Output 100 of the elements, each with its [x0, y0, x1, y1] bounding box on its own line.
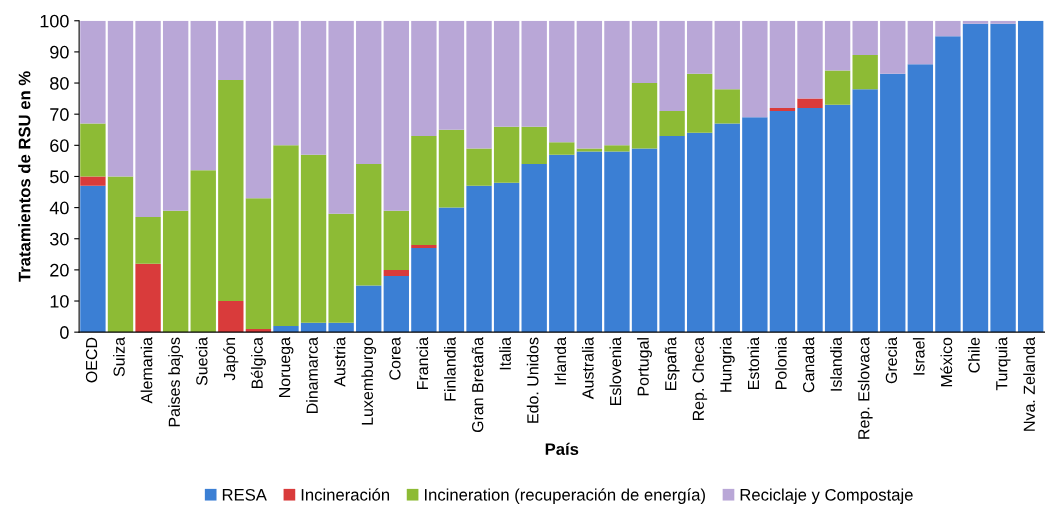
bar — [824, 70, 851, 105]
x-tick-label: Dinamarca — [306, 337, 318, 413]
bar — [356, 164, 382, 286]
bar — [907, 64, 934, 333]
bar — [549, 154, 575, 333]
bar — [300, 322, 327, 333]
x-tick-label: Portugal — [637, 338, 652, 396]
bar — [300, 20, 327, 155]
bar — [714, 20, 740, 90]
x-tick-label: Noruega — [279, 337, 294, 397]
bar — [935, 36, 961, 333]
bar — [218, 79, 244, 302]
legend-label: Incineración — [301, 488, 390, 501]
bar — [521, 164, 547, 333]
bar — [328, 213, 354, 323]
x-tick-label: Nva. Zelanda — [1023, 337, 1035, 431]
x-tick-label: Japón — [223, 338, 239, 381]
bar — [742, 20, 768, 118]
bar — [411, 20, 437, 136]
bar — [687, 73, 713, 133]
bar — [604, 151, 630, 333]
bar — [797, 107, 823, 333]
bar — [659, 20, 685, 112]
bar — [107, 20, 134, 177]
bar — [135, 263, 161, 333]
bar — [383, 269, 409, 277]
bar — [493, 126, 520, 183]
bar — [80, 176, 106, 186]
bar — [162, 210, 189, 333]
y-tick-label: 10 — [50, 294, 69, 308]
bar — [328, 322, 354, 333]
x-tick-label: Italia — [499, 337, 511, 370]
bar — [190, 20, 216, 171]
bar — [80, 20, 106, 124]
bar — [300, 154, 327, 323]
x-tick-label: España — [664, 337, 680, 390]
bar — [273, 20, 299, 146]
bar — [990, 23, 1016, 333]
x-tick-label: Australia — [581, 337, 594, 400]
bar — [549, 142, 575, 155]
bar — [218, 20, 244, 80]
x-axis-title: País — [545, 442, 579, 456]
bar — [328, 20, 354, 214]
x-tick-label: OECD — [85, 337, 98, 383]
y-tick-label: 70 — [50, 108, 69, 121]
bar — [135, 216, 161, 264]
x-tick-label: México — [940, 337, 953, 387]
bar — [797, 20, 823, 99]
bar — [411, 248, 437, 333]
bar — [742, 117, 768, 333]
bar — [438, 20, 465, 130]
bar — [935, 20, 961, 37]
bar — [493, 182, 520, 333]
bar — [769, 107, 796, 112]
bar — [383, 20, 409, 211]
x-tick-label: Corea — [389, 337, 401, 380]
bar — [962, 23, 989, 333]
y-tick-label: 30 — [50, 232, 69, 246]
y-tick-label: 0 — [60, 326, 69, 339]
bar — [135, 20, 161, 217]
legend-label: RESA — [222, 488, 267, 501]
bar — [824, 20, 851, 71]
bar — [245, 20, 272, 199]
x-tick-label: Grecia — [885, 337, 898, 384]
x-tick-label: Chile — [968, 337, 980, 373]
x-tick-label: Suiza — [113, 337, 125, 377]
x-tick-label: Polonia — [774, 337, 787, 389]
bar — [218, 301, 244, 333]
bar — [769, 111, 796, 333]
bar — [962, 20, 989, 24]
bar — [631, 20, 658, 84]
y-tick-label: 40 — [49, 201, 69, 215]
bar — [1017, 20, 1044, 333]
bar — [411, 135, 437, 245]
bar — [466, 185, 492, 333]
bar — [493, 20, 520, 127]
bar — [466, 20, 492, 149]
bar — [880, 73, 906, 333]
x-tick-label: Rep. Eslovaca — [857, 337, 873, 439]
x-tick-label: Turquia — [995, 337, 1011, 391]
bar — [714, 123, 740, 333]
x-tick-label: Edo. Unidos — [526, 337, 539, 423]
bar — [438, 129, 465, 208]
x-tick-label: Austria — [333, 337, 346, 387]
bar — [273, 325, 299, 333]
y-axis-title: Tratamientos de RSU en % — [18, 71, 31, 282]
bar — [852, 55, 878, 90]
bar — [80, 185, 106, 333]
bar — [852, 20, 878, 56]
bar — [273, 145, 299, 326]
bar — [604, 145, 630, 152]
bar — [466, 148, 492, 186]
bar — [631, 83, 658, 149]
x-tick-label: Rep. Checa — [692, 337, 708, 421]
x-tick-label: Estonia — [747, 337, 760, 389]
bar — [521, 126, 547, 164]
bar — [438, 207, 465, 333]
bar — [880, 20, 906, 74]
bar — [80, 123, 106, 177]
bar — [383, 276, 409, 333]
